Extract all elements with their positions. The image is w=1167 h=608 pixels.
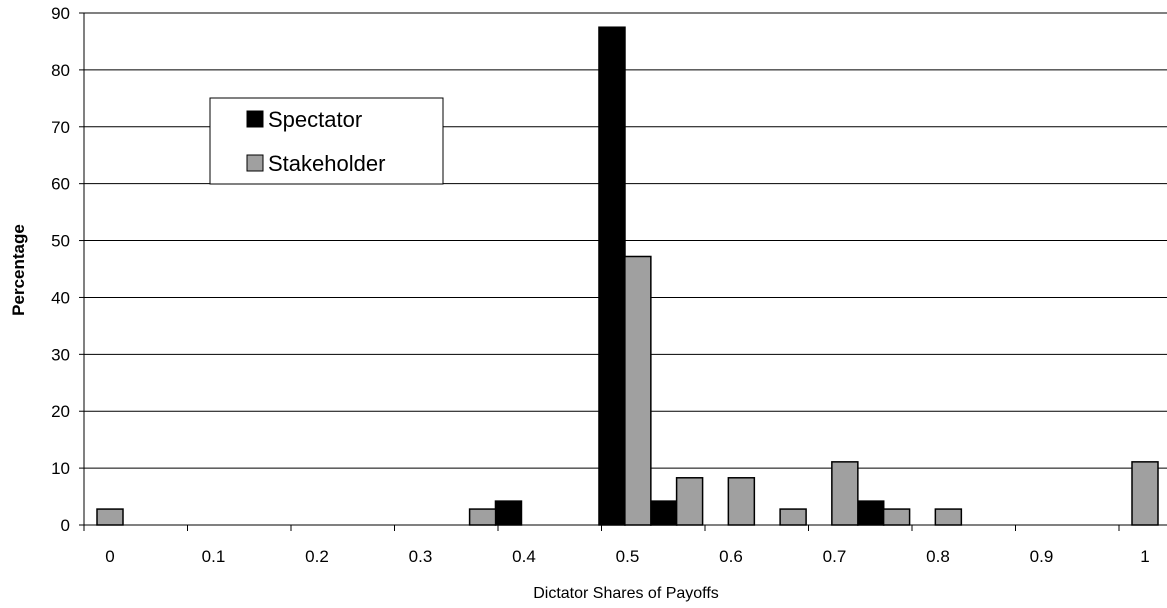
bar-stakeholder [831,461,859,526]
bar-spectator [649,500,678,526]
y-tick-label: 30 [51,345,70,364]
legend-swatch-spectator [246,110,264,128]
x-tick-label: 0.2 [305,547,329,566]
x-tick-labels: 0 0.1 0.2 0.3 0.4 0.5 0.6 0.7 0.8 0.9 1 [105,547,1149,566]
bar-stakeholder [624,255,652,526]
y-tick-label: 0 [61,516,70,535]
y-tick-labels: 0 10 20 30 40 50 60 70 80 90 [51,4,70,535]
legend-swatch-stakeholder [246,154,264,172]
legend: Spectator Stakeholder [209,97,444,185]
bar-stakeholder [779,508,807,526]
x-tick-label: 0.5 [616,547,640,566]
y-tick-label: 20 [51,402,70,421]
x-tick-label: 0.9 [1030,547,1054,566]
bar-stakeholder [1131,461,1159,526]
bar-spectator [598,26,626,526]
x-axis-title: Dictator Shares of Payoffs [533,585,719,602]
bar-stakeholder [468,508,497,526]
x-tick-label: 1 [1140,547,1149,566]
y-tick-label: 80 [51,61,70,80]
y-tick-label: 90 [51,4,70,23]
legend-label-stakeholder: Stakeholder [268,151,385,176]
x-tick-label: 0.3 [409,547,433,566]
bar-spectator [494,500,523,526]
bar-stakeholder [934,508,963,526]
x-tick-label: 0.1 [202,547,226,566]
bar-spectator [856,500,885,526]
x-tick-label: 0.8 [926,547,950,566]
y-tick-label: 40 [51,288,70,307]
y-tick-label: 70 [51,118,70,137]
x-tick-label: 0.4 [512,547,536,566]
bar-stakeholder [96,508,124,526]
bar-stakeholder [727,477,756,526]
x-tick-label: 0.6 [719,547,743,566]
bar-stakeholder [882,508,911,526]
bars [96,26,1159,526]
y-tick-label: 10 [51,459,70,478]
y-tick-label: 60 [51,175,70,194]
bar-stakeholder [675,477,704,526]
axes [83,13,1167,531]
legend-label-spectator: Spectator [268,107,362,132]
y-tick-label: 50 [51,232,70,251]
x-tick-label: 0.7 [823,547,847,566]
y-axis-title: Percentage [9,224,28,316]
x-tick-label: 0 [105,547,114,566]
